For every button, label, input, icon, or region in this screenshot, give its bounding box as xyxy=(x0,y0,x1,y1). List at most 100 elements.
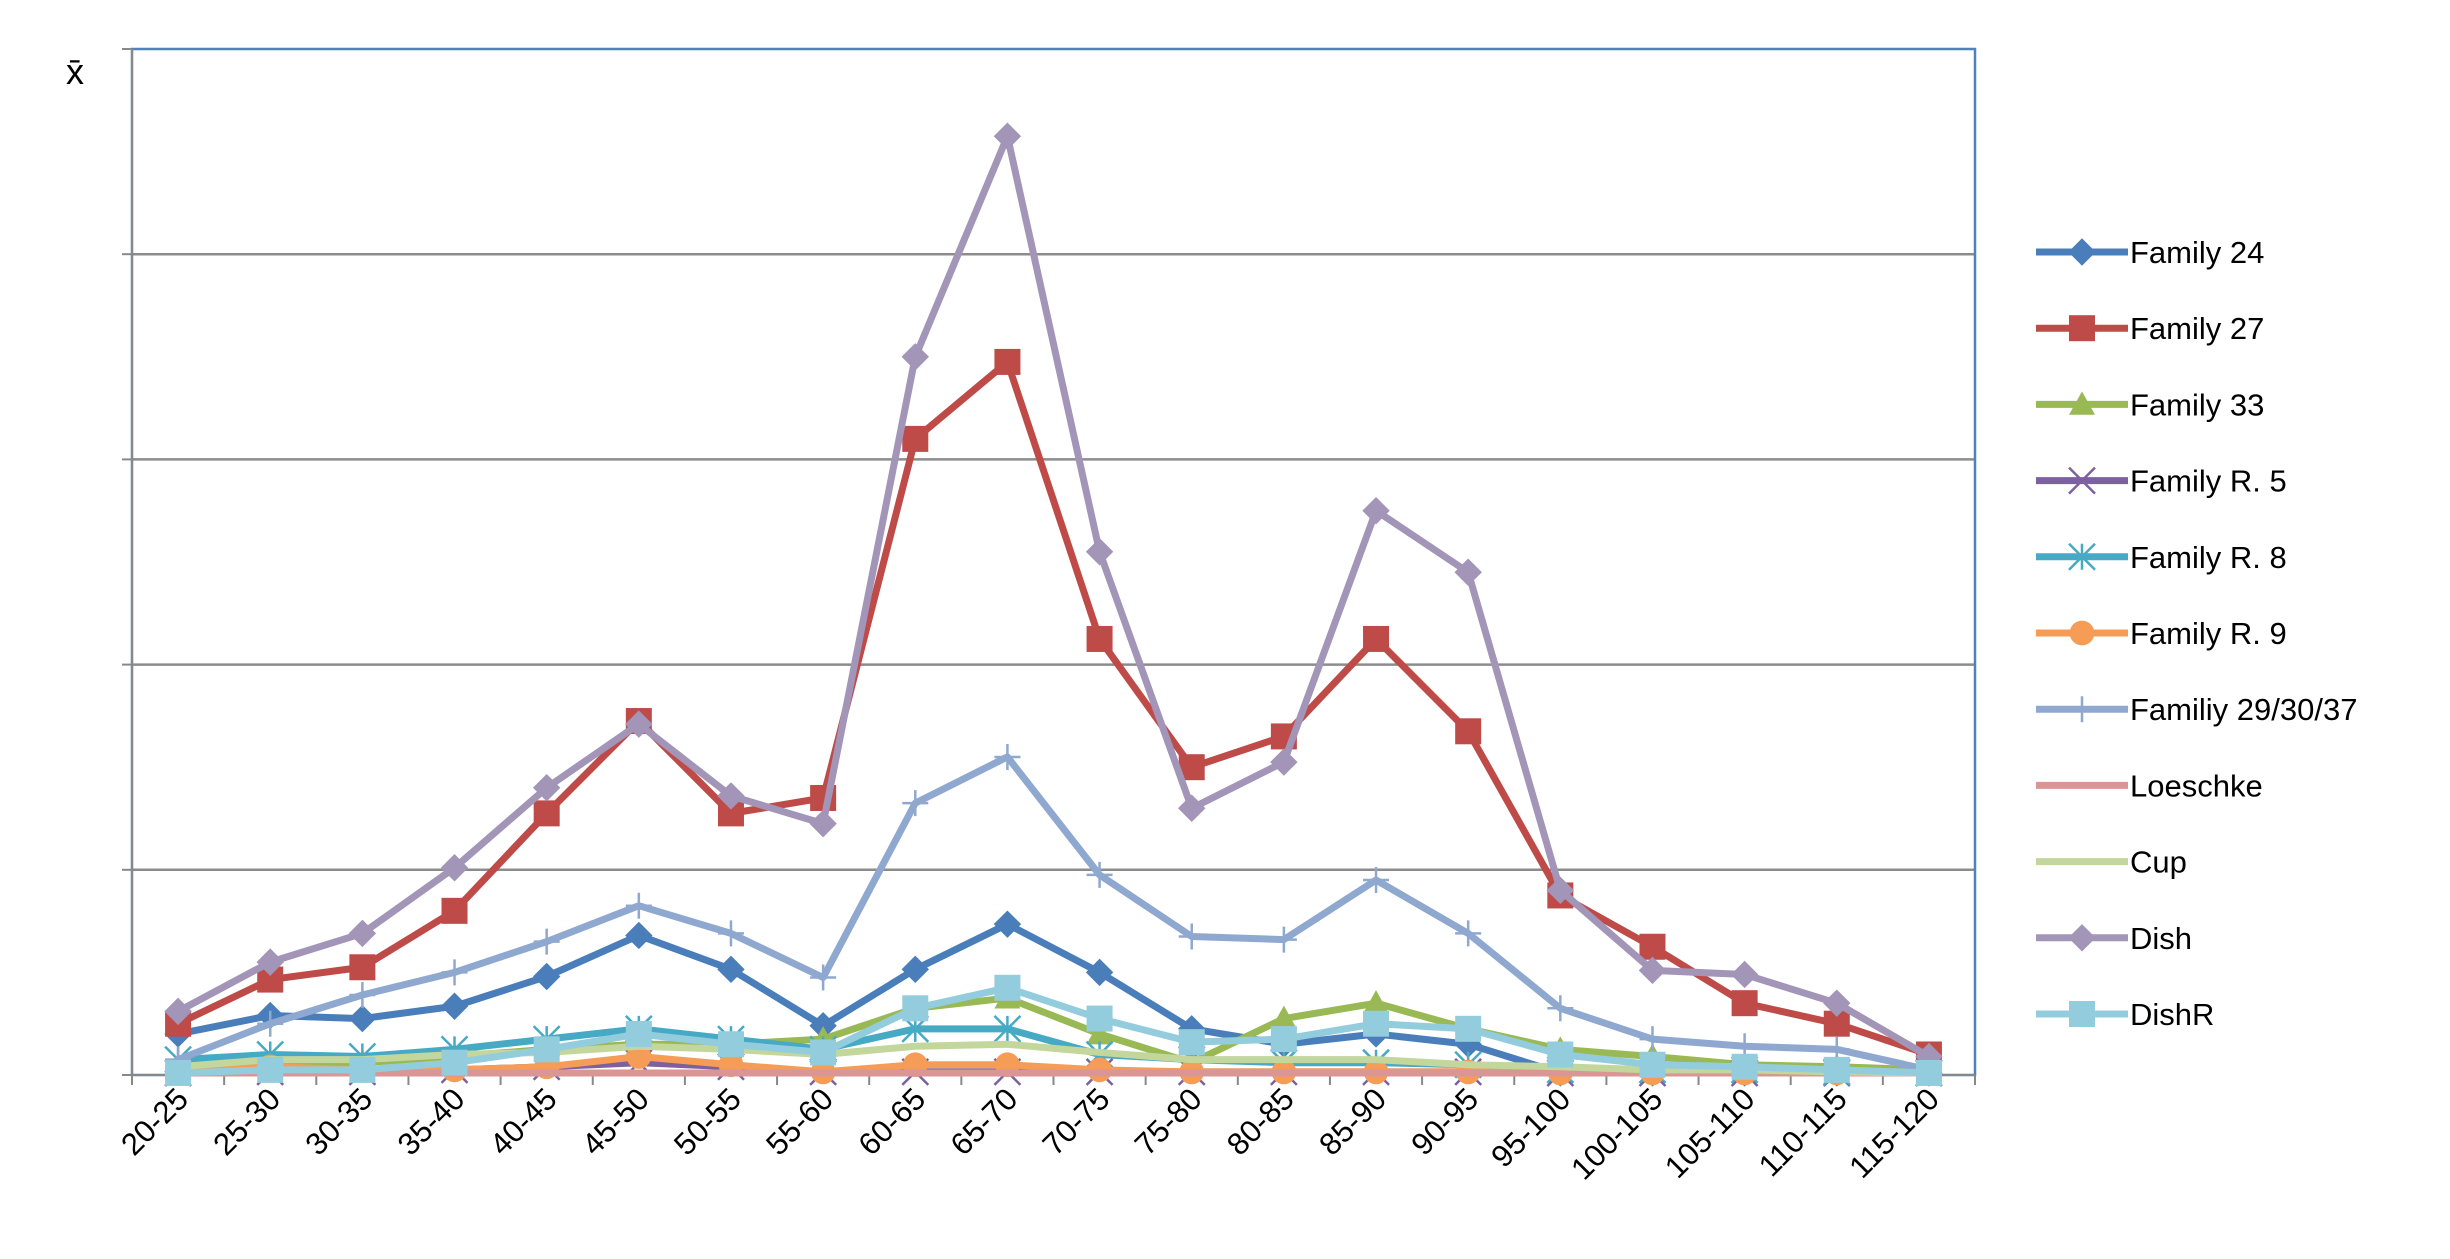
data-point-family-24 xyxy=(625,921,653,950)
data-point-dishr xyxy=(1178,1029,1205,1056)
legend-item-dish: Dish xyxy=(2036,921,2192,956)
series-line-familiy-29-30-37 xyxy=(174,753,1933,1074)
data-point-dishr xyxy=(625,1020,652,1047)
data-point-dish xyxy=(1454,558,1482,586)
data-point-family-27 xyxy=(902,425,929,452)
data-point-family-r-8 xyxy=(993,1014,1022,1043)
data-point-family-24 xyxy=(993,910,1022,938)
data-point-dish xyxy=(1823,989,1851,1017)
legend-item-familiy-29-30-37: Familiy 29/30/37 xyxy=(2036,692,2357,727)
axis-ticks xyxy=(122,48,1976,1085)
data-point-family-24 xyxy=(901,955,929,984)
legend-marker xyxy=(2069,696,2095,723)
data-point-family-27 xyxy=(441,897,468,924)
data-point-familiy-29-30-37 xyxy=(1363,867,1390,894)
series-cup xyxy=(174,1040,1933,1077)
data-point-family-24 xyxy=(348,1004,377,1033)
data-point-dish xyxy=(532,774,561,802)
legend-label: Family R. 9 xyxy=(2130,616,2287,651)
series-dish xyxy=(164,122,1943,1071)
data-point-dishr xyxy=(1270,1026,1297,1053)
data-point-familiy-29-30-37 xyxy=(902,790,929,817)
data-point-family-27 xyxy=(1086,625,1113,652)
legend-label: Family R. 5 xyxy=(2130,464,2287,499)
series-line-cup xyxy=(174,1040,1933,1077)
data-point-familiy-29-30-37 xyxy=(1455,920,1482,947)
data-point-dishr xyxy=(717,1031,744,1058)
series-familiy-29-30-37 xyxy=(165,743,1942,1083)
legend-marker xyxy=(2069,315,2095,342)
data-point-family-24 xyxy=(717,955,745,984)
data-point-familiy-29-30-37 xyxy=(1086,861,1113,888)
data-point-dishr xyxy=(165,1059,192,1086)
data-point-dishr xyxy=(1547,1041,1574,1068)
data-point-family-27 xyxy=(1639,933,1666,960)
data-point-dishr xyxy=(902,995,929,1022)
data-point-family-33 xyxy=(1363,990,1390,1014)
data-point-family-27 xyxy=(1455,718,1482,745)
legend-label: Familiy 29/30/37 xyxy=(2130,692,2357,727)
data-point-dishr xyxy=(349,1056,376,1083)
data-point-dish xyxy=(993,122,1022,150)
data-point-dish xyxy=(440,854,469,882)
data-point-dish xyxy=(1730,960,1759,989)
legend-item-family-33: Family 33 xyxy=(2036,387,2264,422)
data-point-dish xyxy=(164,997,192,1026)
legend-label: Family 33 xyxy=(2130,387,2264,422)
data-point-dishr xyxy=(1823,1056,1850,1083)
data-point-familiy-29-30-37 xyxy=(1270,926,1297,953)
legend-item-family-24: Family 24 xyxy=(2036,235,2264,270)
series-line-family-27 xyxy=(174,358,1933,1058)
legend-item-family-r-5: Family R. 5 xyxy=(2036,464,2287,499)
data-point-familiy-29-30-37 xyxy=(625,892,652,919)
data-point-familiy-29-30-37 xyxy=(349,981,376,1008)
legend-label: Dish xyxy=(2130,921,2192,956)
data-point-familiy-29-30-37 xyxy=(717,920,744,947)
series-line-dish xyxy=(174,132,1933,1061)
legend-item-cup: Cup xyxy=(2036,845,2187,880)
data-point-familiy-29-30-37 xyxy=(994,743,1021,770)
data-point-dish xyxy=(1362,496,1390,525)
series-dishr xyxy=(165,974,1942,1086)
data-point-dish xyxy=(901,343,929,371)
data-point-family-24 xyxy=(440,992,469,1020)
legend-label: Family 24 xyxy=(2130,235,2264,270)
legend-item-loeschke: Loeschke xyxy=(2036,768,2263,803)
data-point-family-27 xyxy=(1731,990,1758,1017)
data-point-family-33 xyxy=(1086,1020,1113,1045)
legend: Family 24 Family 27 Family 33 Family R. 5 Fa… xyxy=(2036,235,2357,1032)
data-point-dish xyxy=(1638,956,1667,985)
legend-label: Loeschke xyxy=(2130,768,2263,803)
legend-marker xyxy=(2068,466,2096,495)
data-point-dishr xyxy=(1363,1010,1390,1037)
legend-item-dishr: DishR xyxy=(2036,997,2214,1032)
legend-item-family-27: Family 27 xyxy=(2036,311,2264,346)
legend-item-family-r-8: Family R. 8 xyxy=(2036,540,2287,575)
data-point-family-r-9 xyxy=(626,1044,652,1069)
series-lines xyxy=(164,122,1943,1087)
data-point-familiy-29-30-37 xyxy=(1547,995,1574,1022)
legend-marker xyxy=(2069,391,2095,415)
data-point-family-24 xyxy=(532,962,561,991)
data-point-dishr xyxy=(994,974,1021,1001)
data-point-familiy-29-30-37 xyxy=(810,964,837,991)
data-point-familiy-29-30-37 xyxy=(1178,923,1205,950)
data-point-dishr xyxy=(533,1036,560,1063)
data-point-family-27 xyxy=(533,800,560,827)
data-point-dishr xyxy=(1915,1059,1942,1086)
data-point-dish xyxy=(1085,538,1114,566)
legend-label: Family R. 8 xyxy=(2130,540,2287,575)
data-point-dish xyxy=(717,782,745,810)
data-point-familiy-29-30-37 xyxy=(441,959,468,986)
legend-item-family-r-9: Family R. 9 xyxy=(2036,616,2287,651)
data-point-dish xyxy=(1178,794,1206,822)
legend-marker xyxy=(2068,238,2096,266)
data-point-dishr xyxy=(1455,1015,1482,1042)
legend-marker xyxy=(2069,620,2095,646)
legend-marker xyxy=(2068,924,2096,952)
data-point-dishr xyxy=(257,1056,284,1083)
data-point-dishr xyxy=(810,1039,837,1066)
data-point-familiy-29-30-37 xyxy=(1639,1026,1666,1053)
legend-marker xyxy=(2068,542,2096,571)
